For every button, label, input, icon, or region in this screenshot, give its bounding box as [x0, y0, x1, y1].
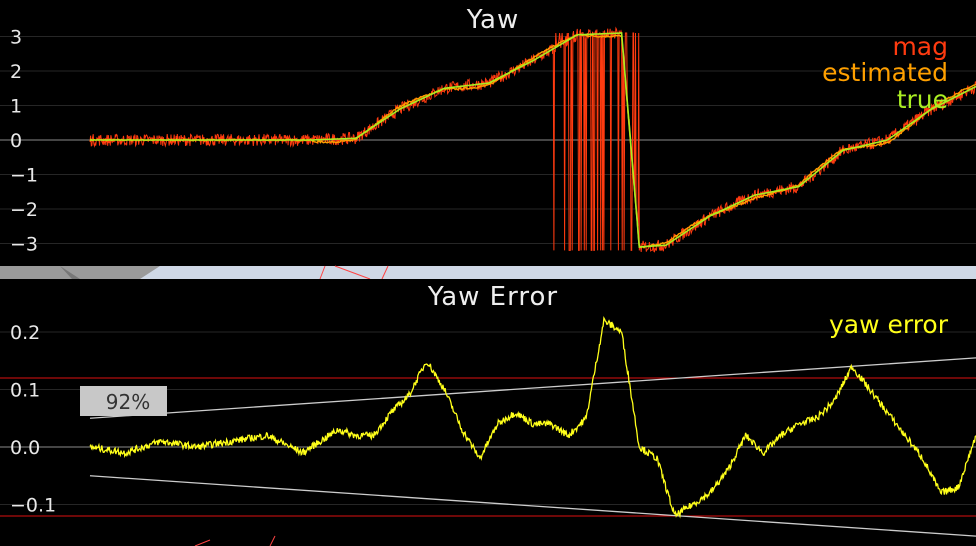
yaw-error-y-tick-label: 0.1 — [10, 380, 40, 402]
yaw-plot-background — [0, 0, 976, 266]
yaw-y-tick-label: 3 — [10, 27, 22, 49]
error-bound-lines — [89, 357, 976, 537]
yaw-y-tick-label: −2 — [10, 199, 38, 221]
yaw-plot-title: Yaw — [466, 5, 520, 35]
yaw-error-y-axis: 0.2 0.1 0.0 −0.1 — [10, 322, 56, 517]
true-series-line — [90, 32, 976, 248]
yaw-y-axis: 3 2 1 0 −1 −2 −3 — [10, 27, 38, 256]
yaw-plot: 3 2 1 0 −1 −2 −3 Yaw mag estimated true — [0, 0, 976, 266]
pass-percentage-badge: 92% — [80, 386, 167, 416]
legend-mag: mag — [892, 32, 948, 61]
yaw-error-y-tick-label: 0.2 — [10, 322, 40, 344]
yaw-y-tick-label: 0 — [10, 130, 22, 152]
badge-background — [80, 386, 167, 416]
yaw-error-plot-title: Yaw Error — [427, 282, 558, 312]
error-bound-line — [89, 357, 976, 419]
panel-separator — [0, 265, 976, 280]
yaw-error-series-line — [89, 316, 976, 519]
legend-true: true — [897, 85, 948, 114]
yaw-y-tick-label: 2 — [10, 61, 22, 83]
yaw-error-y-tick-label: −0.1 — [10, 495, 56, 517]
error-threshold-lines — [0, 377, 976, 517]
yaw-y-tick-label: 1 — [10, 96, 22, 118]
legend-yaw-error: yaw error — [829, 310, 949, 339]
legend-estimated: estimated — [822, 58, 948, 87]
yaw-y-tick-label: −3 — [10, 234, 38, 256]
badge-label: 92% — [106, 390, 150, 414]
error-bound-line — [89, 475, 976, 537]
yaw-y-tick-label: −1 — [10, 165, 38, 187]
yaw-error-y-tick-label: 0.0 — [10, 437, 40, 459]
yaw-error-plot: 0.2 0.1 0.0 −0.1 Yaw Error yaw error 92% — [0, 279, 976, 546]
